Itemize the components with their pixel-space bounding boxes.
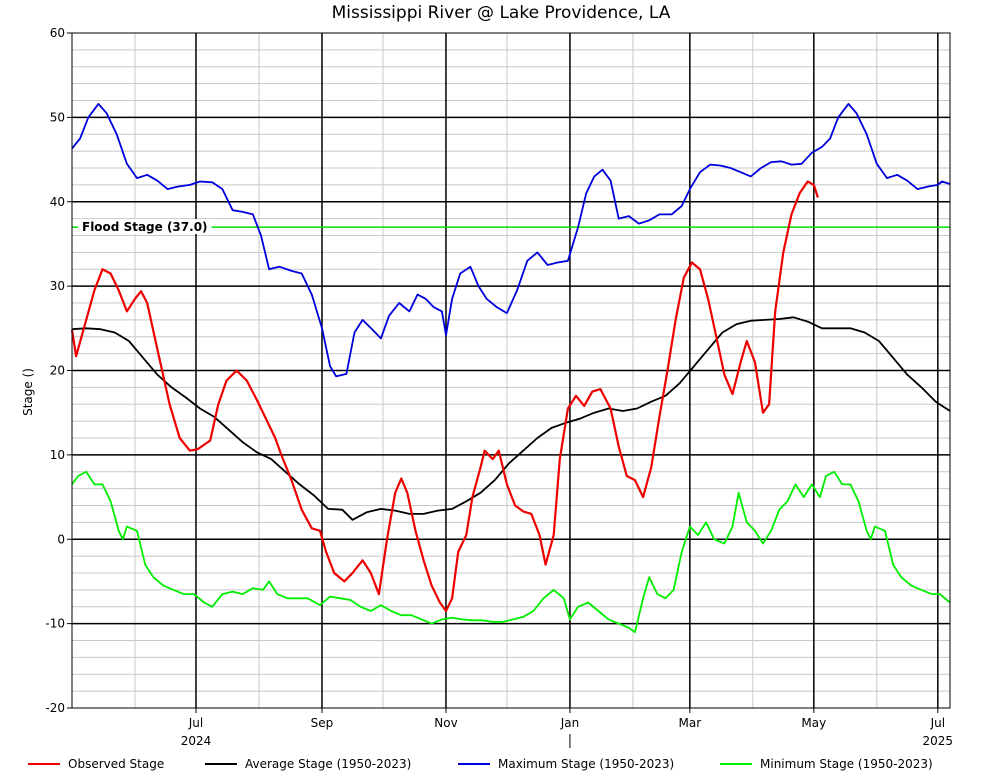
series-observed-stage-line — [70, 180, 819, 613]
x-year-label: 2025 — [923, 734, 954, 748]
y-tick-label: 40 — [50, 195, 65, 209]
y-tick-label: 10 — [50, 448, 65, 462]
flood-stage-label: Flood Stage (37.0) — [82, 220, 208, 234]
legend-label: Minimum Stage (1950-2023) — [760, 757, 933, 771]
series-average-stage-line — [71, 316, 951, 521]
legend-label: Average Stage (1950-2023) — [245, 757, 411, 771]
flood-stage-label-bg — [78, 219, 212, 235]
y-axis-ticks: -20 -10 0 10 20 30 40 50 60 — [45, 26, 72, 715]
x-tick-label: Jul — [188, 716, 203, 730]
legend: Observed Stage Average Stage (1950-2023) M… — [28, 757, 933, 771]
series-minimum-stage-line — [71, 470, 951, 633]
series-lines — [70, 103, 951, 633]
series-maximum-stage-line — [71, 103, 951, 378]
x-tick-label: Mar — [679, 716, 702, 730]
y-tick-label: 50 — [50, 110, 65, 124]
x-tick-label: Jul — [930, 716, 945, 730]
y-tick-label: 60 — [50, 26, 65, 40]
major-grid — [72, 33, 950, 708]
y-tick-label: 0 — [57, 532, 65, 546]
x-tick-label: Nov — [434, 716, 457, 730]
y-tick-label: 30 — [50, 279, 65, 293]
flood-stage: Flood Stage (37.0) — [72, 219, 950, 235]
x-axis-ticks: Jul 2024 Sep Nov Jan Mar May Jul 2025 — [181, 708, 953, 748]
legend-label: Observed Stage — [68, 757, 164, 771]
x-tick-label: Jan — [560, 716, 580, 730]
y-tick-label: 20 — [50, 364, 65, 378]
legend-label: Maximum Stage (1950-2023) — [498, 757, 674, 771]
x-tick-label: Sep — [311, 716, 334, 730]
plot-frame — [71, 32, 951, 709]
x-tick-label: May — [801, 716, 826, 730]
y-tick-label: -20 — [45, 701, 65, 715]
y-tick-label: -10 — [45, 617, 65, 631]
y-axis-label: Stage () — [21, 368, 35, 416]
x-year-label: 2024 — [181, 734, 212, 748]
chart-title: Mississippi River @ Lake Providence, LA — [332, 3, 671, 23]
